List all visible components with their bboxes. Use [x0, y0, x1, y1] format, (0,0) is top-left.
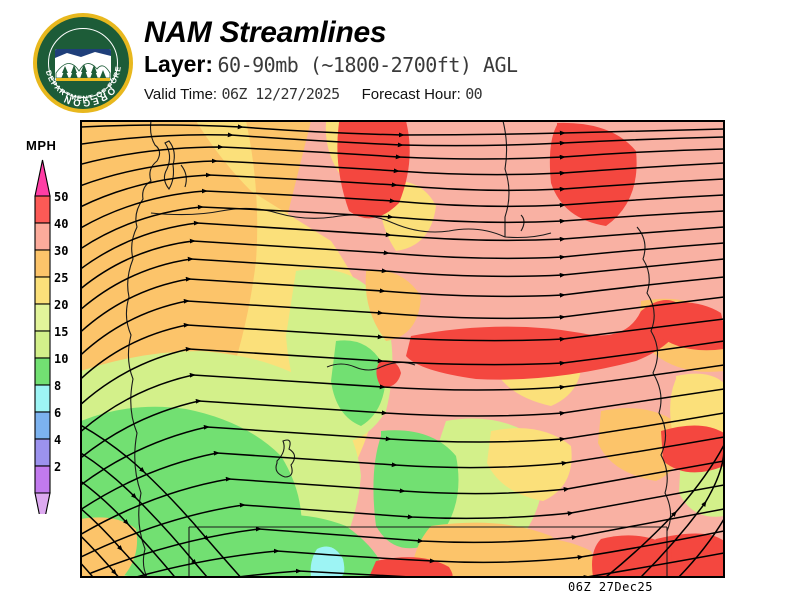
layer-label: Layer:: [144, 51, 214, 77]
colorbar-tick-4: 20: [54, 298, 68, 312]
map-canvas: [81, 121, 724, 577]
wind-speed-field: [81, 121, 724, 577]
colorbar-tick-3: 25: [54, 271, 68, 285]
streamline-map[interactable]: [80, 120, 725, 578]
layer-value: 60-90mb (~1800-2700ft) AGL: [217, 53, 519, 77]
colorbar-tick-8: 6: [54, 406, 61, 420]
layer-line: Layer: 60-90mb (~1800-2700ft) AGL: [144, 51, 518, 81]
oregon-department-of-forestry-logo: OREGON DEPARTMENT OF FORESTRY: [31, 11, 135, 115]
map-timestamp: 06Z 27Dec25: [568, 580, 653, 594]
valid-time-label: Valid Time:: [144, 86, 218, 103]
colorbar-tick-6: 10: [54, 352, 68, 366]
valid-time-line: Valid Time: 06Z 12/27/2025 Forecast Hour:…: [144, 84, 518, 105]
colorbar-tick-9: 4: [54, 433, 61, 447]
page-title: NAM Streamlines: [144, 16, 387, 49]
forecast-hour-label: Forecast Hour:: [361, 86, 461, 103]
colorbar-tick-2: 30: [54, 244, 68, 258]
colorbar-legend: MPH 50 40 30 25 20 15 10 8 6 4 2: [10, 138, 76, 516]
colorbar-scale: 50 40 30 25 20 15 10 8 6 4 2: [34, 159, 68, 514]
colorbar-tick-7: 8: [54, 379, 61, 393]
streamline-overlay: [81, 124, 724, 577]
page-header: OREGON DEPARTMENT OF FORESTRY NAM Stream…: [0, 0, 800, 118]
colorbar-tick-10: 2: [54, 460, 61, 474]
colorbar-units-label: MPH: [26, 138, 57, 153]
colorbar-tick-1: 40: [54, 217, 68, 231]
valid-time-value: 06Z 12/27/2025: [221, 85, 341, 103]
title-block: NAM Streamlines Layer: 60-90mb (~1800-27…: [144, 17, 518, 105]
colorbar-tick-0: 50: [54, 190, 68, 204]
forecast-hour-value: 00: [465, 85, 483, 103]
colorbar-tick-5: 15: [54, 325, 68, 339]
